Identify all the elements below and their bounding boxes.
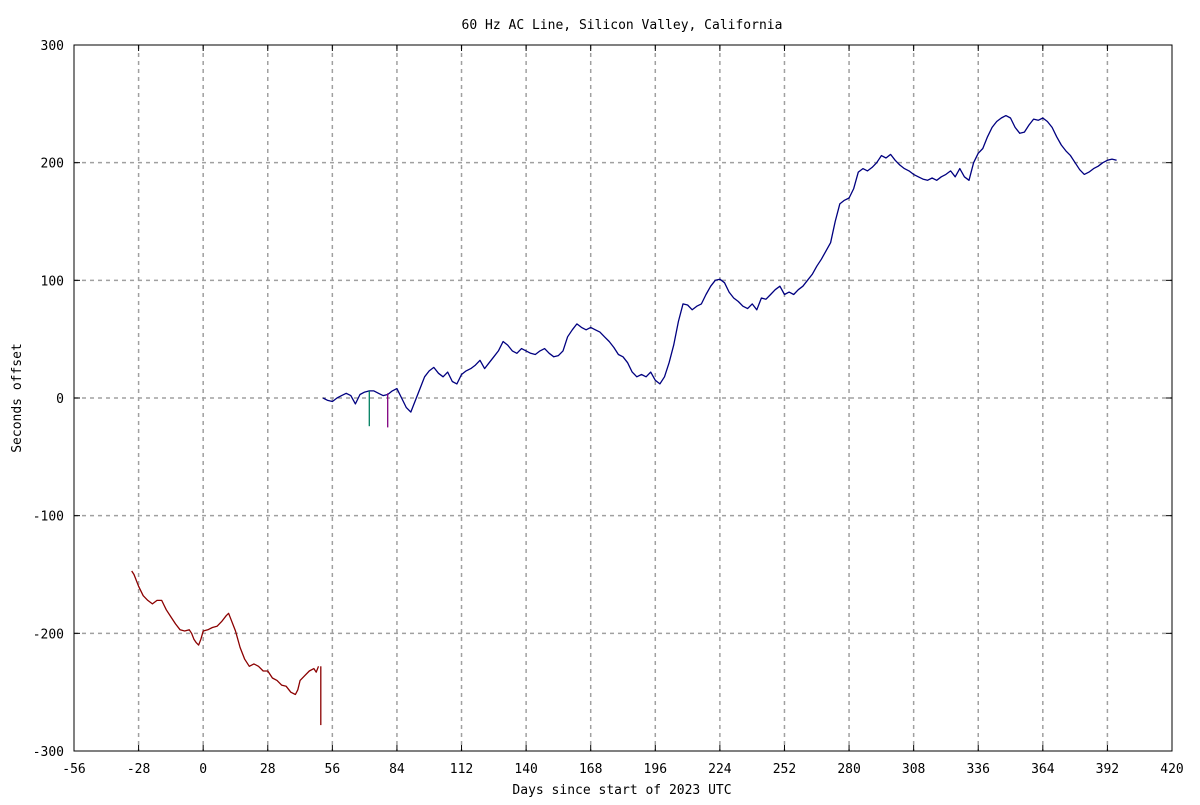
chart-title: 60 Hz AC Line, Silicon Valley, Californi… (462, 18, 783, 33)
x-axis-label: Days since start of 2023 UTC (512, 783, 731, 798)
x-tick-label: 308 (902, 762, 925, 777)
grid-lines (74, 45, 1172, 751)
series-line-2 (322, 114, 1117, 413)
x-tick-label: 140 (514, 762, 537, 777)
y-tick-label: 100 (41, 274, 64, 289)
x-tick-label: 364 (1031, 762, 1055, 777)
x-tick-label: 420 (1160, 762, 1183, 777)
data-series (131, 114, 1117, 726)
x-tick-label: 252 (773, 762, 796, 777)
x-tick-label: 224 (708, 762, 732, 777)
y-tick-label: 300 (41, 39, 64, 54)
x-tick-label: 168 (579, 762, 602, 777)
x-tick-label: 336 (966, 762, 989, 777)
x-tick-label: 112 (450, 762, 473, 777)
x-tick-label: -28 (127, 762, 150, 777)
x-tick-label: 196 (644, 762, 667, 777)
x-tick-label: 280 (837, 762, 860, 777)
y-tick-label: -300 (33, 745, 64, 760)
x-tick-label: -56 (62, 762, 85, 777)
y-tick-label: -100 (33, 510, 64, 525)
plot-frame (73, 44, 1173, 752)
x-tick-label: 0 (199, 762, 207, 777)
axis-ticks: -56 -28 0 28 56 84 112 140 168 196 224 252 280 308 336… (33, 39, 1184, 777)
y-tick-label: 0 (56, 392, 64, 407)
x-tick-label: 84 (389, 762, 405, 777)
y-tick-label: -200 (33, 627, 64, 642)
series-line-0 (131, 570, 320, 696)
y-axis-label: Seconds offset (10, 343, 25, 453)
x-tick-label: 56 (325, 762, 341, 777)
x-tick-label: 392 (1096, 762, 1119, 777)
x-tick-label: 28 (260, 762, 276, 777)
y-tick-label: 200 (41, 157, 64, 172)
